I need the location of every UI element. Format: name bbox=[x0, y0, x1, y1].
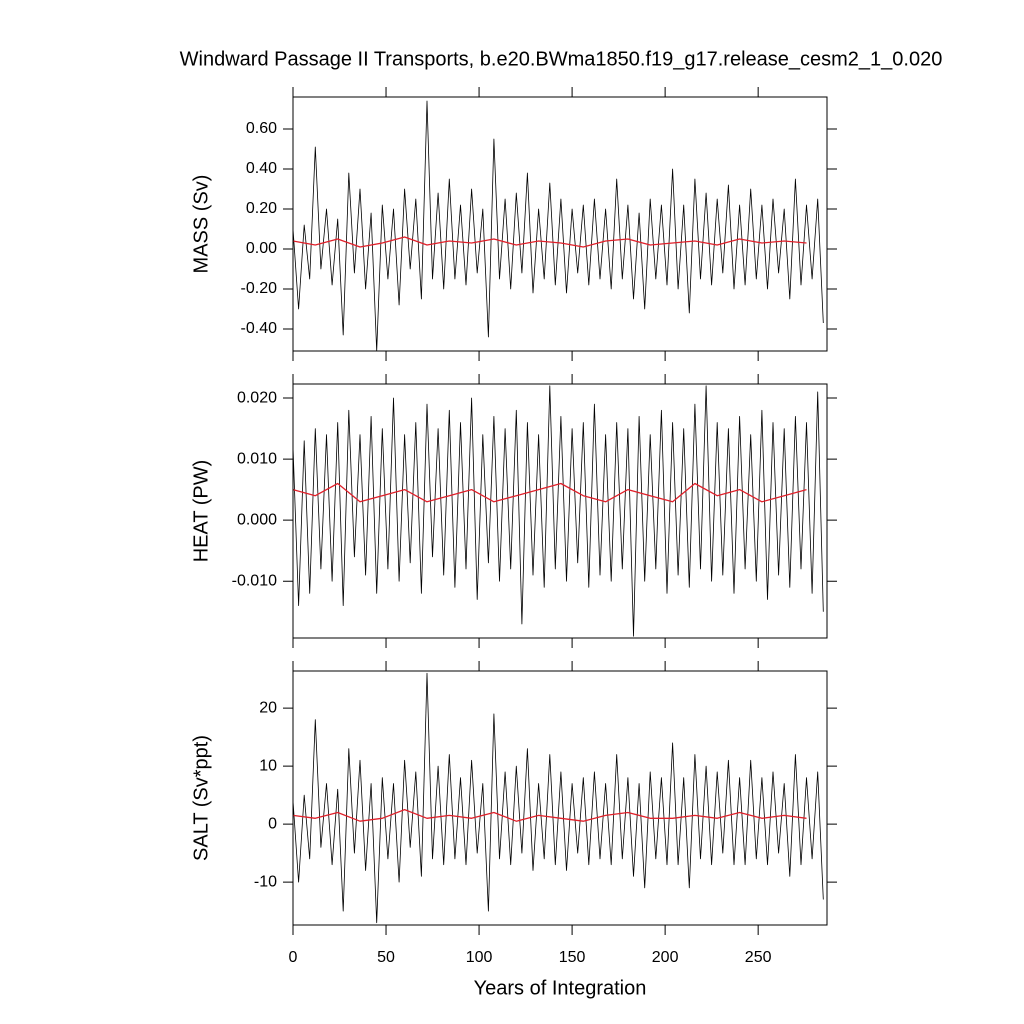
series-line bbox=[292, 100, 824, 352]
y-tick-label: -0.010 bbox=[232, 572, 277, 589]
y-tick-label: -10 bbox=[254, 873, 277, 890]
y-tick-label: 0.00 bbox=[246, 240, 277, 257]
x-tick-label: 200 bbox=[652, 949, 679, 966]
y-axis-label: HEAT (PW) bbox=[190, 460, 212, 563]
x-tick-label: 50 bbox=[377, 949, 395, 966]
x-tick-label: 100 bbox=[466, 949, 493, 966]
y-axis-label: MASS (Sv) bbox=[190, 175, 212, 274]
y-tick-label: 10 bbox=[259, 757, 277, 774]
plot-frame bbox=[292, 670, 828, 926]
y-tick-label: 0.60 bbox=[246, 120, 277, 137]
x-tick-label: 0 bbox=[289, 949, 298, 966]
x-tick-label: 250 bbox=[745, 949, 772, 966]
x-tick-label: 150 bbox=[559, 949, 586, 966]
y-tick-label: 20 bbox=[259, 699, 277, 716]
plot-frame bbox=[292, 383, 828, 639]
plot-frame bbox=[292, 96, 828, 352]
x-axis-label: Years of Integration bbox=[474, 977, 647, 999]
series-line bbox=[292, 236, 807, 248]
series-line bbox=[292, 808, 807, 822]
y-tick-label: 0.020 bbox=[237, 389, 277, 406]
y-tick-label: 0.20 bbox=[246, 200, 277, 217]
y-tick-label: 0.010 bbox=[237, 450, 277, 467]
y-tick-label: -0.40 bbox=[241, 320, 278, 337]
y-tick-label: -0.20 bbox=[241, 280, 278, 297]
series-line bbox=[292, 385, 824, 637]
chart-title: Windward Passage II Transports, b.e20.BW… bbox=[180, 48, 943, 70]
y-tick-label: 0.40 bbox=[246, 160, 277, 177]
series-line bbox=[292, 482, 807, 503]
y-axis-label: SALT (Sv*ppt) bbox=[190, 735, 212, 861]
y-tick-label: 0.000 bbox=[237, 511, 277, 528]
series-line bbox=[292, 672, 824, 924]
y-tick-label: 0 bbox=[268, 815, 277, 832]
